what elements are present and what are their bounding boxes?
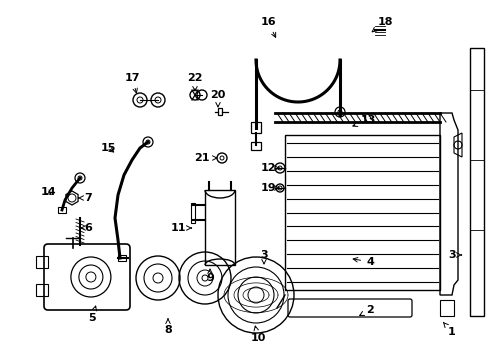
Text: 22: 22 (187, 73, 203, 91)
Text: 21: 21 (194, 153, 217, 163)
Text: 15: 15 (100, 143, 116, 153)
Text: 17: 17 (124, 73, 140, 93)
Text: 9: 9 (205, 269, 214, 283)
Bar (191, 203, 195, 223)
Text: 8: 8 (164, 319, 171, 335)
Text: 18: 18 (371, 17, 392, 32)
Text: 20: 20 (210, 90, 225, 107)
Bar (204, 190, 235, 265)
Text: 3: 3 (447, 250, 461, 260)
Text: 10: 10 (250, 326, 265, 343)
Text: 14: 14 (40, 187, 56, 197)
Text: 12: 12 (260, 163, 279, 173)
Text: 19: 19 (260, 183, 279, 193)
Bar (439, 300, 453, 316)
Text: 11: 11 (170, 223, 191, 233)
Text: 6: 6 (81, 223, 92, 233)
Text: 7: 7 (79, 193, 92, 203)
Bar (469, 48, 483, 316)
Text: 5: 5 (88, 306, 96, 323)
Text: 2: 2 (359, 305, 373, 315)
Bar (36, 284, 48, 296)
Text: 4: 4 (352, 257, 373, 267)
Text: 13: 13 (352, 115, 375, 126)
Text: 1: 1 (443, 323, 455, 337)
Bar (285, 135, 439, 290)
Text: 16: 16 (260, 17, 275, 37)
Text: 3: 3 (260, 250, 267, 264)
Bar (36, 256, 48, 268)
